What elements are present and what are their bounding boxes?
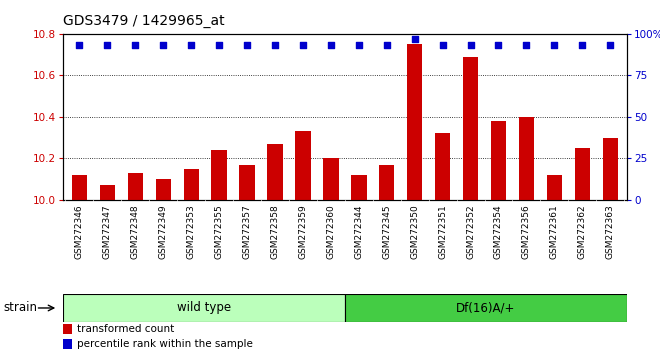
Text: GSM272344: GSM272344	[354, 205, 363, 259]
Bar	[211, 150, 227, 200]
Bar	[379, 165, 395, 200]
Point	[298, 42, 308, 48]
Point	[438, 42, 448, 48]
Bar	[156, 179, 171, 200]
Bar	[63, 294, 345, 322]
Bar	[295, 131, 311, 200]
Point	[158, 42, 168, 48]
Text: GSM272360: GSM272360	[327, 205, 335, 259]
Text: GSM272351: GSM272351	[438, 205, 447, 259]
Bar	[463, 57, 478, 200]
Point	[605, 42, 616, 48]
Bar	[240, 165, 255, 200]
Point	[242, 42, 252, 48]
Text: strain: strain	[3, 302, 38, 314]
Text: GSM272361: GSM272361	[550, 205, 559, 259]
Text: GSM272356: GSM272356	[522, 205, 531, 259]
Point	[521, 42, 532, 48]
Bar	[267, 144, 282, 200]
Point	[130, 42, 141, 48]
Text: GSM272354: GSM272354	[494, 205, 503, 259]
Text: wild type: wild type	[177, 302, 231, 314]
Bar	[345, 294, 627, 322]
Point	[493, 42, 504, 48]
Point	[577, 42, 587, 48]
Bar	[63, 339, 72, 349]
Bar	[63, 324, 72, 334]
Text: GSM272358: GSM272358	[271, 205, 280, 259]
Point	[102, 42, 113, 48]
Text: GSM272362: GSM272362	[578, 205, 587, 259]
Bar	[603, 138, 618, 200]
Text: percentile rank within the sample: percentile rank within the sample	[77, 339, 253, 349]
Text: GSM272348: GSM272348	[131, 205, 140, 259]
Bar	[323, 159, 339, 200]
Text: GSM272357: GSM272357	[243, 205, 251, 259]
Text: transformed count: transformed count	[77, 324, 174, 334]
Text: GSM272350: GSM272350	[410, 205, 419, 259]
Point	[549, 42, 560, 48]
Point	[74, 42, 84, 48]
Bar	[546, 175, 562, 200]
Text: GSM272359: GSM272359	[298, 205, 308, 259]
Text: GSM272349: GSM272349	[159, 205, 168, 259]
Text: GSM272355: GSM272355	[214, 205, 224, 259]
Point	[270, 42, 280, 48]
Point	[465, 42, 476, 48]
Point	[214, 42, 224, 48]
Text: GSM272353: GSM272353	[187, 205, 196, 259]
Bar	[351, 175, 366, 200]
Point	[409, 36, 420, 41]
Bar	[435, 133, 450, 200]
Bar	[407, 44, 422, 200]
Bar	[491, 121, 506, 200]
Text: GSM272352: GSM272352	[466, 205, 475, 259]
Bar	[100, 185, 115, 200]
Text: Df(16)A/+: Df(16)A/+	[456, 302, 515, 314]
Text: GSM272346: GSM272346	[75, 205, 84, 259]
Text: GDS3479 / 1429965_at: GDS3479 / 1429965_at	[63, 14, 224, 28]
Point	[354, 42, 364, 48]
Point	[381, 42, 392, 48]
Text: GSM272347: GSM272347	[103, 205, 112, 259]
Text: GSM272363: GSM272363	[606, 205, 614, 259]
Bar	[575, 148, 590, 200]
Point	[186, 42, 197, 48]
Bar	[72, 175, 87, 200]
Bar	[519, 117, 534, 200]
Point	[325, 42, 336, 48]
Text: GSM272345: GSM272345	[382, 205, 391, 259]
Bar	[127, 173, 143, 200]
Bar	[183, 169, 199, 200]
